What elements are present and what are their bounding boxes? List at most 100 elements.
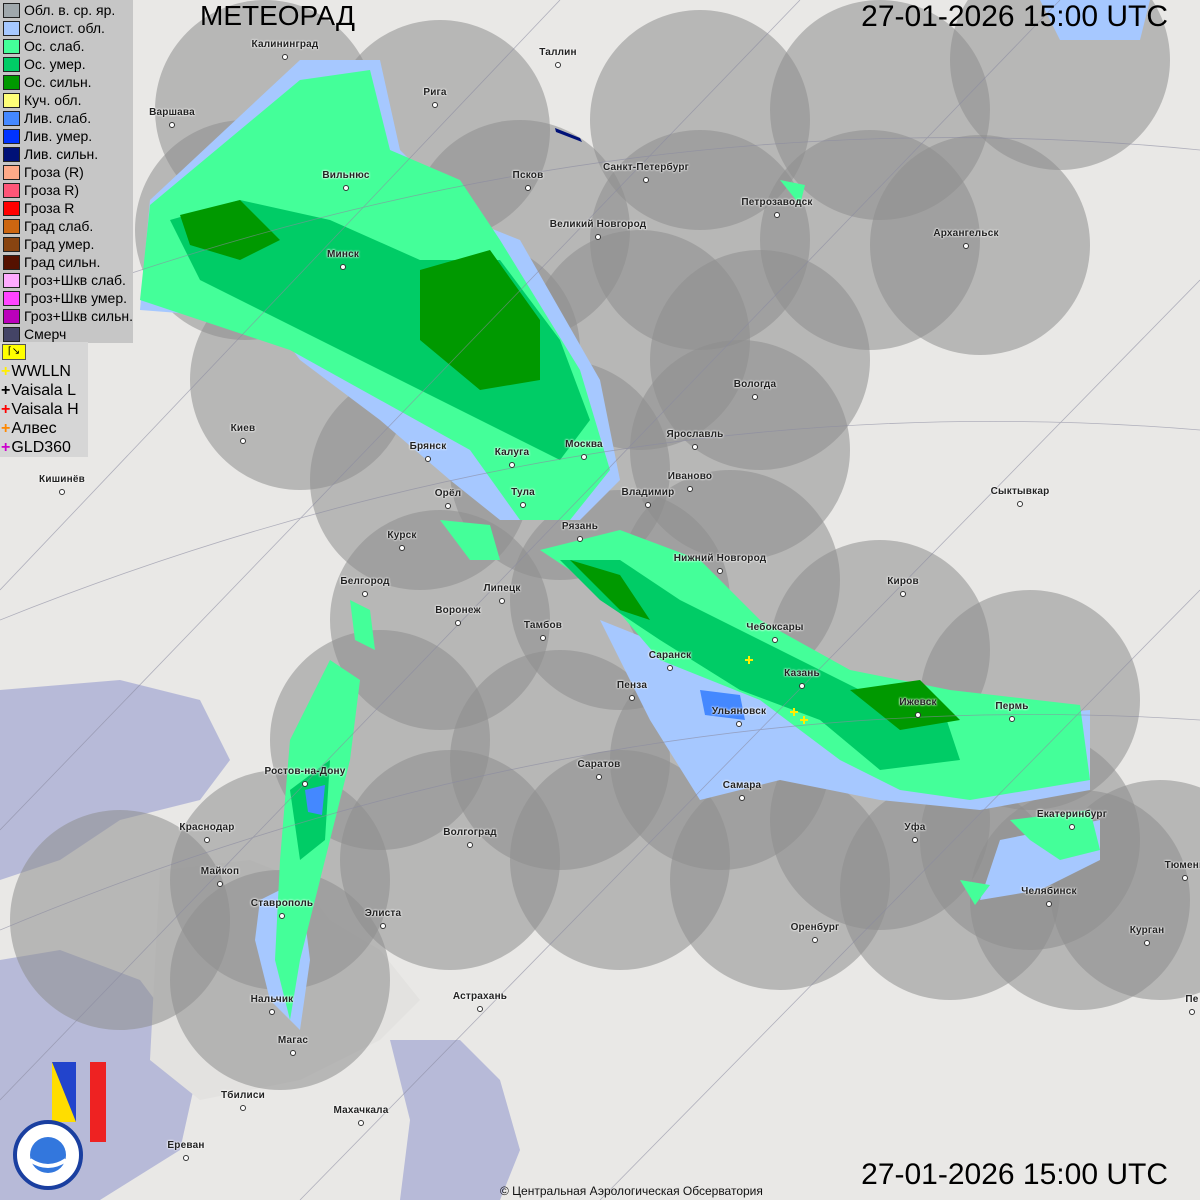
city-label: Рязань [561, 521, 599, 532]
legend-item: Смерч [0, 325, 133, 343]
flag-icon[interactable]: ⌈↘ [2, 344, 26, 360]
city-marker [204, 837, 210, 843]
precip-area [1040, 0, 1150, 40]
city-label: Самара [722, 780, 762, 791]
lightning-network-label: Vaisala L [11, 382, 76, 399]
city-label: Варшава [149, 107, 195, 118]
city-marker [169, 122, 175, 128]
city-marker [380, 923, 386, 929]
legend-label: Слоист. обл. [24, 20, 105, 36]
page-title: МЕТЕОРАД [200, 0, 355, 31]
city-label: Архангельск [933, 228, 999, 239]
city-marker [774, 212, 780, 218]
radar-circle [340, 750, 560, 970]
lightning-network-label: WWLLN [11, 363, 71, 380]
legend-label: Ос. умер. [24, 56, 86, 72]
city-marker [499, 598, 505, 604]
legend-swatch [3, 110, 20, 126]
legend-item: Гроза R [0, 199, 133, 217]
legend-item: Обл. в. ср. яр. [0, 1, 133, 19]
lightning-legend: ⌈↘ +WWLLN +Vaisala L +Vaisala H +Алвес +GLD3… [0, 342, 88, 457]
lightning-network-label: GLD360 [11, 439, 71, 456]
precip-area [570, 560, 960, 730]
legend-label: Гроз+Шкв умер. [24, 290, 128, 306]
city-label: Астрахань [452, 991, 508, 1002]
legend-swatch [3, 182, 20, 198]
city-marker [645, 502, 651, 508]
city-marker [577, 536, 583, 542]
city-label: Тамбов [523, 620, 563, 631]
city-label: Саратов [577, 759, 621, 770]
city-marker [752, 394, 758, 400]
city-label: Псков [512, 170, 544, 181]
city-label: Минск [326, 249, 360, 260]
city-label: Магас [277, 1035, 309, 1046]
legend-item: Град слаб. [0, 217, 133, 235]
city-label: Ижевск [899, 697, 937, 708]
city-label: Белгород [340, 576, 390, 587]
legend-swatch [3, 326, 20, 342]
city-marker [432, 102, 438, 108]
legend-swatch [3, 146, 20, 162]
city-marker [362, 591, 368, 597]
city-marker [302, 781, 308, 787]
city-marker [555, 62, 561, 68]
city-label: Курган [1129, 925, 1165, 936]
legend-swatch [3, 236, 20, 252]
city-label: Ульяновск [711, 706, 767, 717]
city-marker [739, 795, 745, 801]
city-marker [812, 937, 818, 943]
city-marker [643, 177, 649, 183]
lightning-network-item[interactable]: +Vaisala H [0, 400, 88, 419]
lightning-network-item[interactable]: +WWLLN [0, 362, 88, 381]
legend-label: Град слаб. [24, 218, 94, 234]
legend-item: Гроз+Шкв умер. [0, 289, 133, 307]
city-label: Тюмень [1164, 860, 1200, 871]
city-label: Таллин [539, 47, 577, 58]
lightning-network-item[interactable]: +Алвес [0, 419, 88, 438]
city-label: Саранск [648, 650, 692, 661]
legend-label: Обл. в. ср. яр. [24, 2, 116, 18]
city-marker [358, 1120, 364, 1126]
legend-swatch [3, 218, 20, 234]
legend-label: Град умер. [24, 236, 95, 252]
city-marker [799, 683, 805, 689]
city-marker [520, 502, 526, 508]
legend-swatch [3, 20, 20, 36]
legend-item: Ос. слаб. [0, 37, 133, 55]
city-marker [59, 489, 65, 495]
lightning-network-item[interactable]: +GLD360 [0, 438, 88, 457]
city-label: Сыктывкар [990, 486, 1050, 497]
datetime-bottom: 27-01-2026 15:00 UTC [861, 1158, 1168, 1191]
legend-label: Куч. обл. [24, 92, 82, 108]
city-marker [477, 1006, 483, 1012]
lightning-network-item[interactable]: +Vaisala L [0, 381, 88, 400]
city-marker [912, 837, 918, 843]
datetime-top: 27-01-2026 15:00 UTC [861, 0, 1168, 33]
city-marker [900, 591, 906, 597]
legend-item: Слоист. обл. [0, 19, 133, 37]
radar-circle [870, 135, 1090, 355]
city-marker [667, 665, 673, 671]
legend-item: Гроз+Шкв слаб. [0, 271, 133, 289]
city-marker [772, 637, 778, 643]
legend-swatch [3, 56, 20, 72]
legend-label: Гроз+Шкв слаб. [24, 272, 126, 288]
legend-swatch [3, 128, 20, 144]
city-marker [183, 1155, 189, 1161]
legend-item: Куч. обл. [0, 91, 133, 109]
city-marker [445, 503, 451, 509]
legend-label: Лив. слаб. [24, 110, 92, 126]
city-marker [279, 913, 285, 919]
city-label: Калининград [251, 39, 319, 50]
legend-swatch [3, 290, 20, 306]
city-label: Волгоград [443, 827, 497, 838]
legend-label: Лив. сильн. [24, 146, 99, 162]
city-marker [282, 54, 288, 60]
legend-item: Град сильн. [0, 253, 133, 271]
legend-item: Град умер. [0, 235, 133, 253]
legend-panel: Обл. в. ср. яр. Слоист. обл. Ос. слаб. Ос. … [0, 0, 133, 343]
precip-area [555, 128, 582, 142]
city-label: Оренбург [790, 922, 840, 933]
